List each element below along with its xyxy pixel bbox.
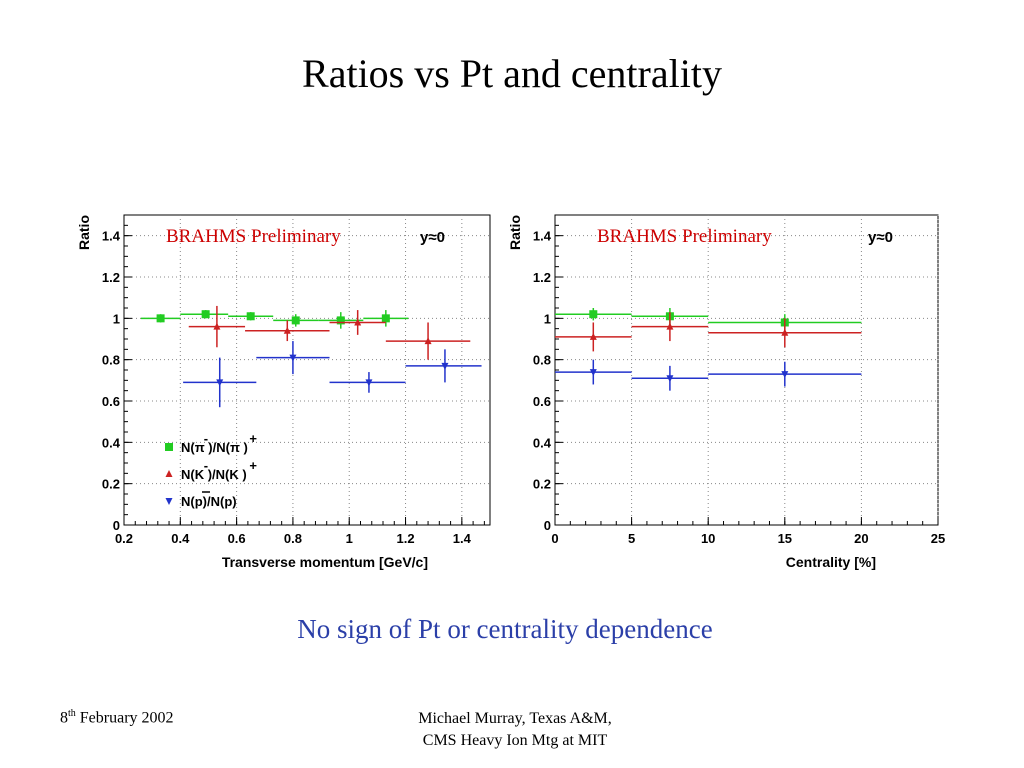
y-tick-label: 0.4	[533, 435, 552, 450]
legend-superscript: -	[204, 458, 208, 473]
y-axis-title: Ratio	[76, 215, 92, 250]
legend-marker	[165, 443, 173, 451]
legend-superscript: +	[249, 431, 257, 446]
footer-date: 8th February 2002	[60, 708, 174, 727]
footer-date-suffix: th	[68, 708, 76, 719]
plot-frame	[554, 214, 939, 526]
data-point	[156, 314, 165, 323]
y-tick-label: 0.8	[533, 353, 551, 368]
y-tick-label: 0.6	[533, 394, 551, 409]
slide-title: Ratios vs Pt and centrality	[302, 51, 722, 96]
data-point	[216, 379, 224, 387]
y-tick-label: 1.4	[102, 229, 121, 244]
charts-canvas: 00.20.40.60.811.21.40.2 0.4 0.6 0.8 1 1.2 1.4T…	[76, 214, 945, 570]
series-proton	[183, 341, 482, 408]
y-axis-title: Ratio	[507, 215, 523, 250]
series-pion	[140, 310, 409, 329]
data-point	[213, 322, 221, 330]
data-point	[289, 354, 297, 362]
series-proton	[555, 359, 862, 391]
chart-panel-2: 0 0.2 0.4 0.6 0.8 1 1.2 1.4 0 5 10 15 20 25 Centrality…	[507, 214, 945, 570]
series-kaon	[188, 305, 471, 360]
x-axis-title: Transverse momentum [GeV/c]	[222, 554, 428, 570]
x-axis-title: Centrality [%]	[786, 554, 876, 570]
y-tick-label: 0.4	[102, 435, 121, 450]
x-tick-label: 0.8	[284, 531, 302, 546]
conclusion-text: No sign of Pt or centrality dependence	[297, 614, 713, 644]
legend-superscript: -	[204, 431, 208, 446]
data-point	[441, 362, 449, 370]
plot-frame	[123, 214, 491, 526]
data-point	[336, 316, 345, 325]
legend-label: N(π )/N(π )	[181, 440, 248, 455]
data-point	[381, 314, 390, 323]
data-point	[589, 332, 597, 340]
data-point	[589, 310, 598, 319]
legend-label: N(p)/N(p)	[181, 494, 237, 509]
data-point	[283, 326, 291, 334]
x-tick-label: 25	[931, 531, 945, 546]
y-tick-label: 1.2	[102, 270, 120, 285]
data-point	[781, 371, 789, 379]
x-tick-label: 0.6	[228, 531, 246, 546]
footer-author: Michael Murray, Texas A&M,	[418, 710, 612, 727]
data-point	[354, 318, 362, 326]
series-kaon	[555, 312, 862, 352]
data-point	[781, 328, 789, 336]
x-tick-label: 10	[701, 531, 715, 546]
footer-event: CMS Heavy Ion Mtg at MIT	[422, 732, 608, 749]
footer-date-rest: February 2002	[75, 709, 174, 727]
data-point	[589, 369, 597, 377]
legend: N(π )/N(π )- +N(K )/N(K )- +N(p)/N(p)	[165, 431, 257, 509]
legend-marker	[165, 498, 173, 505]
x-tick-label: 1.2	[396, 531, 414, 546]
data-point	[201, 310, 210, 319]
x-tick-label: 1	[346, 531, 353, 546]
preliminary-label: BRAHMS Preliminary	[166, 226, 341, 247]
x-tick-label: 15	[778, 531, 792, 546]
y-tick-label: 0	[113, 518, 120, 533]
data-point	[246, 312, 255, 321]
y-tick-label: 0	[544, 518, 551, 533]
legend-label: N(K )/N(K )	[181, 467, 247, 482]
rapidity-label: y≈0	[420, 229, 445, 246]
data-point	[424, 337, 432, 345]
footer-credit: Michael Murray, Texas A&M, CMS Heavy Ion…	[370, 708, 660, 752]
y-tick-label: 1.4	[533, 229, 552, 244]
data-point	[365, 379, 373, 387]
x-tick-label: 0.2	[115, 531, 133, 546]
data-point	[666, 375, 674, 383]
rapidity-label: y≈0	[868, 229, 893, 246]
x-tick-label: 20	[854, 531, 868, 546]
x-tick-label: 0.4	[171, 531, 190, 546]
y-tick-label: 0.8	[102, 353, 120, 368]
y-tick-label: 0.2	[102, 477, 120, 492]
footer-date-day: 8	[60, 709, 68, 727]
x-tick-label: 5	[628, 531, 635, 546]
x-tick-label: 1.4	[453, 531, 472, 546]
y-tick-label: 0.6	[102, 394, 120, 409]
y-tick-label: 1	[544, 311, 551, 326]
y-tick-label: 0.2	[533, 477, 551, 492]
preliminary-label: BRAHMS Preliminary	[597, 226, 772, 247]
chart-panel-1: 00.20.40.60.811.21.40.2 0.4 0.6 0.8 1 1.2 1.4T…	[76, 214, 491, 570]
data-point	[666, 322, 674, 330]
x-tick-label: 0	[551, 531, 558, 546]
legend-superscript: +	[249, 458, 257, 473]
y-tick-label: 1.2	[533, 270, 551, 285]
y-tick-label: 1	[113, 311, 120, 326]
data-point	[291, 316, 300, 325]
legend-marker	[165, 470, 173, 477]
